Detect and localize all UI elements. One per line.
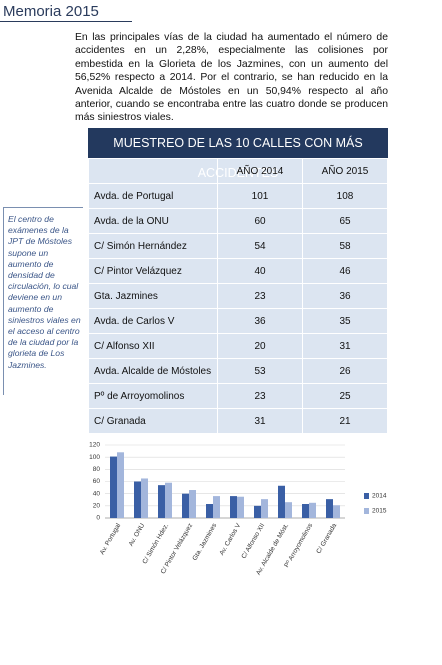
x-tick-label: Av. Carlos V xyxy=(218,522,242,557)
table-cell: 26 xyxy=(302,358,388,384)
bar xyxy=(326,499,333,518)
table-cell: 25 xyxy=(302,383,388,409)
bar xyxy=(117,452,124,518)
bar xyxy=(333,505,340,518)
table-cell: C/ Granada xyxy=(88,408,218,434)
legend-label: 2015 xyxy=(372,508,387,515)
table-cell: C/ Pintor Velázquez xyxy=(88,258,218,284)
bar xyxy=(278,485,285,518)
y-tick-label: 80 xyxy=(93,466,101,473)
table-row: C/ Simón Hernández 54 58 xyxy=(88,233,388,259)
bar xyxy=(158,485,165,518)
table-cell: 108 xyxy=(302,183,388,209)
bar xyxy=(309,502,316,518)
table-cell: 54 xyxy=(217,233,303,259)
table-cell: 20 xyxy=(217,333,303,359)
header-cell: AÑO 2015 xyxy=(302,158,388,184)
bar xyxy=(189,490,196,518)
table-body: Avda. de Portugal 101 108 Avda. de la ONU 60… xyxy=(88,183,388,434)
table-cell: Avda. de la ONU xyxy=(88,208,218,234)
y-tick-label: 100 xyxy=(89,454,100,461)
x-tick-label: Av. Portugal xyxy=(99,522,123,556)
y-tick-label: 60 xyxy=(93,478,101,485)
table-cell: 31 xyxy=(217,408,303,434)
table-cell: Avda. de Portugal xyxy=(88,183,218,209)
header-cell xyxy=(88,158,218,184)
table-cell: Pº de Arroyomolinos xyxy=(88,383,218,409)
table-row: Avda. de Portugal 101 108 xyxy=(88,183,388,209)
bar xyxy=(254,505,261,518)
legend-label: 2014 xyxy=(372,493,387,500)
bar xyxy=(230,496,237,518)
table-row: Gta. Jazmines 23 36 xyxy=(88,283,388,309)
table-cell: Avda. Alcalde de Móstoles xyxy=(88,358,218,384)
table-row: Avda. Alcalde de Móstoles 53 26 xyxy=(88,358,388,384)
table-cell: 21 xyxy=(302,408,388,434)
bar xyxy=(237,496,244,518)
table-row: Avda. de Carlos V 36 35 xyxy=(88,308,388,334)
table-row: C/ Alfonso XII 20 31 xyxy=(88,333,388,359)
table-cell: Avda. de Carlos V xyxy=(88,308,218,334)
table-cell: 23 xyxy=(217,383,303,409)
bar xyxy=(182,493,189,518)
accident-table: MUESTREO DE LAS 10 CALLES CON MÁS ACCIDE… xyxy=(88,128,388,434)
legend-swatch xyxy=(364,508,369,514)
table-cell: 58 xyxy=(302,233,388,259)
y-tick-label: 40 xyxy=(93,490,101,497)
bar xyxy=(141,478,148,518)
bar xyxy=(261,499,268,518)
header-title: Memoria 2015 xyxy=(3,3,99,20)
table-cell: 46 xyxy=(302,258,388,284)
bar xyxy=(302,504,309,518)
x-tick-label: C/ Alfonso XII xyxy=(240,522,266,560)
table-row: C/ Granada 31 21 xyxy=(88,408,388,434)
table-cell: C/ Simón Hernández xyxy=(88,233,218,259)
y-tick-label: 120 xyxy=(89,442,100,449)
table-cell: Gta. Jazmines xyxy=(88,283,218,309)
header-rule xyxy=(0,21,132,22)
y-tick-label: 0 xyxy=(96,515,100,522)
table-cell: 101 xyxy=(217,183,303,209)
table-cell: 36 xyxy=(302,283,388,309)
legend-swatch xyxy=(364,493,369,499)
x-tick-label: Av. ONU xyxy=(128,522,147,547)
x-tick-label: Gta. Jazmines xyxy=(191,522,218,562)
bar xyxy=(134,481,141,518)
bar xyxy=(206,504,213,518)
y-tick-label: 20 xyxy=(93,503,101,510)
table-row: Avda. de la ONU 60 65 xyxy=(88,208,388,234)
side-note: El centro de exámenes de la JPT de Mósto… xyxy=(3,207,83,395)
table-cell: 60 xyxy=(217,208,303,234)
table-cell: 53 xyxy=(217,358,303,384)
table-cell: 36 xyxy=(217,308,303,334)
intro-paragraph: En las principales vías de la ciudad ha … xyxy=(75,32,388,124)
bar xyxy=(285,502,292,518)
bar xyxy=(165,482,172,518)
table-cell: 35 xyxy=(302,308,388,334)
table-cell: 40 xyxy=(217,258,303,284)
table-cell: 65 xyxy=(302,208,388,234)
table-row: Pº de Arroyomolinos 23 25 xyxy=(88,383,388,409)
table-cell: C/ Alfonso XII xyxy=(88,333,218,359)
table-title: MUESTREO DE LAS 10 CALLES CON MÁS ACCIDE… xyxy=(88,128,388,180)
bar xyxy=(110,456,117,518)
table-cell: 23 xyxy=(217,283,303,309)
x-tick-label: C/ Granada xyxy=(315,522,338,555)
table-row: C/ Pintor Velázquez 40 46 xyxy=(88,258,388,284)
bar xyxy=(213,496,220,518)
table-cell: 31 xyxy=(302,333,388,359)
